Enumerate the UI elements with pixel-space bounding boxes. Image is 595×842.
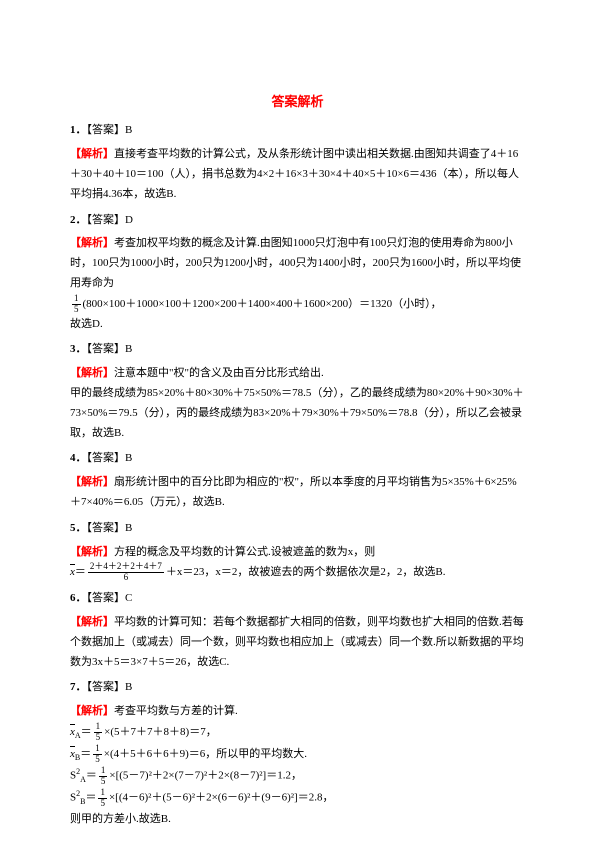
content-area: 1．【答案】B 【解析】直接考查平均数的计算公式，及从条形统计图中读出相关数据.由… [70, 121, 525, 829]
question-block: 7．【答案】B 【解析】考查平均数与方差的计算.xA＝15×(5＋7＋7＋8＋8)… [70, 678, 525, 829]
answer-line: 3．【答案】B [70, 340, 525, 360]
answer-line: 6．【答案】C [70, 589, 525, 609]
fraction: 15 [99, 766, 108, 787]
question-block: 2．【答案】D 【解析】考查加权平均数的概念及计算.由图知1000只灯泡中有100… [70, 211, 525, 335]
jiexi-tag: 【解析】 [70, 148, 114, 160]
question-block: 1．【答案】B 【解析】直接考查平均数的计算公式，及从条形统计图中读出相关数据.由… [70, 121, 525, 204]
question-block: 5．【答案】B 【解析】方程的概念及平均数的计算公式.设被遮盖的数为x，则x＝2＋… [70, 519, 525, 583]
fraction: 15 [98, 788, 107, 809]
explain-line: 则甲的方差小.故选B. [70, 810, 525, 830]
explain-line: 故选D. [70, 315, 525, 335]
explain-line: 【解析】考查平均数与方差的计算. [70, 702, 525, 722]
explain-line: 【解析】直接考查平均数的计算公式，及从条形统计图中读出相关数据.由图知共调查了4… [70, 145, 525, 204]
fraction: 15 [94, 722, 103, 743]
question-block: 4．【答案】B 【解析】扇形统计图中的百分比即为相应的"权"，所以本季度的月平均销… [70, 449, 525, 512]
explain-line: 【解析】注意本题中"权"的含义及由百分比形式给出. [70, 364, 525, 384]
page-title: 答案解析 [70, 90, 525, 113]
answer-line: 4．【答案】B [70, 449, 525, 469]
answer-line: 2．【答案】D [70, 211, 525, 231]
question-block: 6．【答案】C 【解析】平均数的计算可知：若每个数据都扩大相同的倍数，则平均数也扩… [70, 589, 525, 672]
fraction: 2＋4＋2＋2＋4＋76 [88, 562, 164, 583]
explain-line: x＝2＋4＋2＋2＋4＋76＋x＝23，x＝2，故被遮去的两个数据依次是2，2，… [70, 562, 525, 583]
explain-line: xA＝15×(5＋7＋7＋8＋8)＝7， [70, 722, 525, 744]
question-block: 3．【答案】B 【解析】注意本题中"权"的含义及由百分比形式给出.甲的最终成绩为8… [70, 340, 525, 443]
answer-line: 7．【答案】B [70, 678, 525, 698]
jiexi-tag: 【解析】 [70, 546, 114, 558]
jiexi-tag: 【解析】 [70, 476, 114, 488]
x-bar: x [70, 722, 75, 743]
x-bar: x [70, 562, 75, 583]
explain-line: S2B＝15×[(4－6)²＋(5－6)²＋2×(6－6)²＋(9－6)²]＝2… [70, 787, 525, 809]
explain-line: xB＝15×(4＋5＋6＋6＋9)＝6，所以甲的平均数大. [70, 744, 525, 766]
explain-line: 【解析】平均数的计算可知：若每个数据都扩大相同的倍数，则平均数也扩大相同的倍数.… [70, 613, 525, 672]
explain-line: S2A＝15×[(5－7)²＋2×(7－7)²＋2×(8－7)²]＝1.2， [70, 765, 525, 787]
answer-line: 5．【答案】B [70, 519, 525, 539]
fraction: 15 [72, 294, 81, 315]
explain-line: 甲的最终成绩为85×20%＋80×30%＋75×50%＝78.5（分），乙的最终… [70, 384, 525, 443]
fraction: 15 [93, 744, 102, 765]
explain-line: 【解析】方程的概念及平均数的计算公式.设被遮盖的数为x，则 [70, 543, 525, 563]
explain-line: 【解析】扇形统计图中的百分比即为相应的"权"，所以本季度的月平均销售为5×35%… [70, 473, 525, 513]
jiexi-tag: 【解析】 [70, 367, 114, 379]
jiexi-tag: 【解析】 [70, 616, 114, 628]
explain-line: 【解析】考查加权平均数的概念及计算.由图知1000只灯泡中有100只灯泡的使用寿… [70, 234, 525, 293]
explain-line: 15(800×100＋1000×100＋1200×200＋1400×400＋16… [70, 294, 525, 315]
jiexi-tag: 【解析】 [70, 237, 114, 249]
answer-line: 1．【答案】B [70, 121, 525, 141]
x-bar: x [70, 744, 75, 765]
jiexi-tag: 【解析】 [70, 705, 114, 717]
